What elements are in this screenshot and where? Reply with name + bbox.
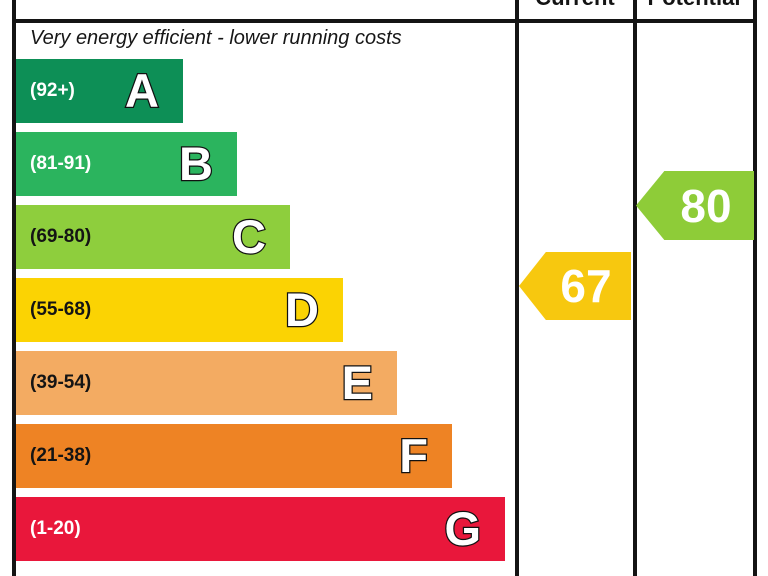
chart-left-border	[12, 0, 16, 576]
band-f-range: (21-38)	[30, 445, 92, 466]
current-rating-value: 67	[560, 260, 612, 312]
band-b: (81-91) B	[16, 132, 237, 196]
potential-column-divider	[633, 0, 637, 576]
band-b-letter: B	[178, 136, 214, 192]
header-bottom-line	[12, 19, 757, 23]
band-g-range: (1-20)	[30, 518, 81, 539]
band-c: (69-80) C	[16, 205, 290, 269]
band-e: (39-54) E	[16, 351, 397, 415]
band-f-letter: F	[398, 428, 429, 484]
current-rating-arrow: 67	[519, 252, 631, 320]
column-header-current: Current	[517, 0, 633, 10]
band-f: (21-38) F	[16, 424, 452, 488]
band-e-range: (39-54)	[30, 372, 92, 393]
efficiency-note-top: Very energy efficient - lower running co…	[30, 27, 402, 49]
band-a: (92+) A	[16, 59, 183, 123]
band-b-range: (81-91)	[30, 153, 92, 174]
band-c-range: (69-80)	[30, 226, 92, 247]
column-header-potential: Potential	[635, 0, 753, 10]
band-e-letter: E	[340, 355, 374, 411]
band-d-range: (55-68)	[30, 299, 92, 320]
potential-rating-arrow: 80	[636, 171, 754, 240]
band-a-range: (92+)	[30, 80, 75, 101]
band-a-letter: A	[124, 63, 160, 119]
band-g-letter: G	[443, 501, 482, 557]
band-c-letter: C	[231, 209, 267, 265]
potential-rating-value: 80	[680, 179, 732, 232]
band-g: (1-20) G	[16, 497, 505, 561]
band-d: (55-68) D	[16, 278, 343, 342]
band-d-letter: D	[284, 282, 320, 338]
current-column-divider	[515, 0, 519, 576]
chart-right-border	[753, 0, 757, 576]
